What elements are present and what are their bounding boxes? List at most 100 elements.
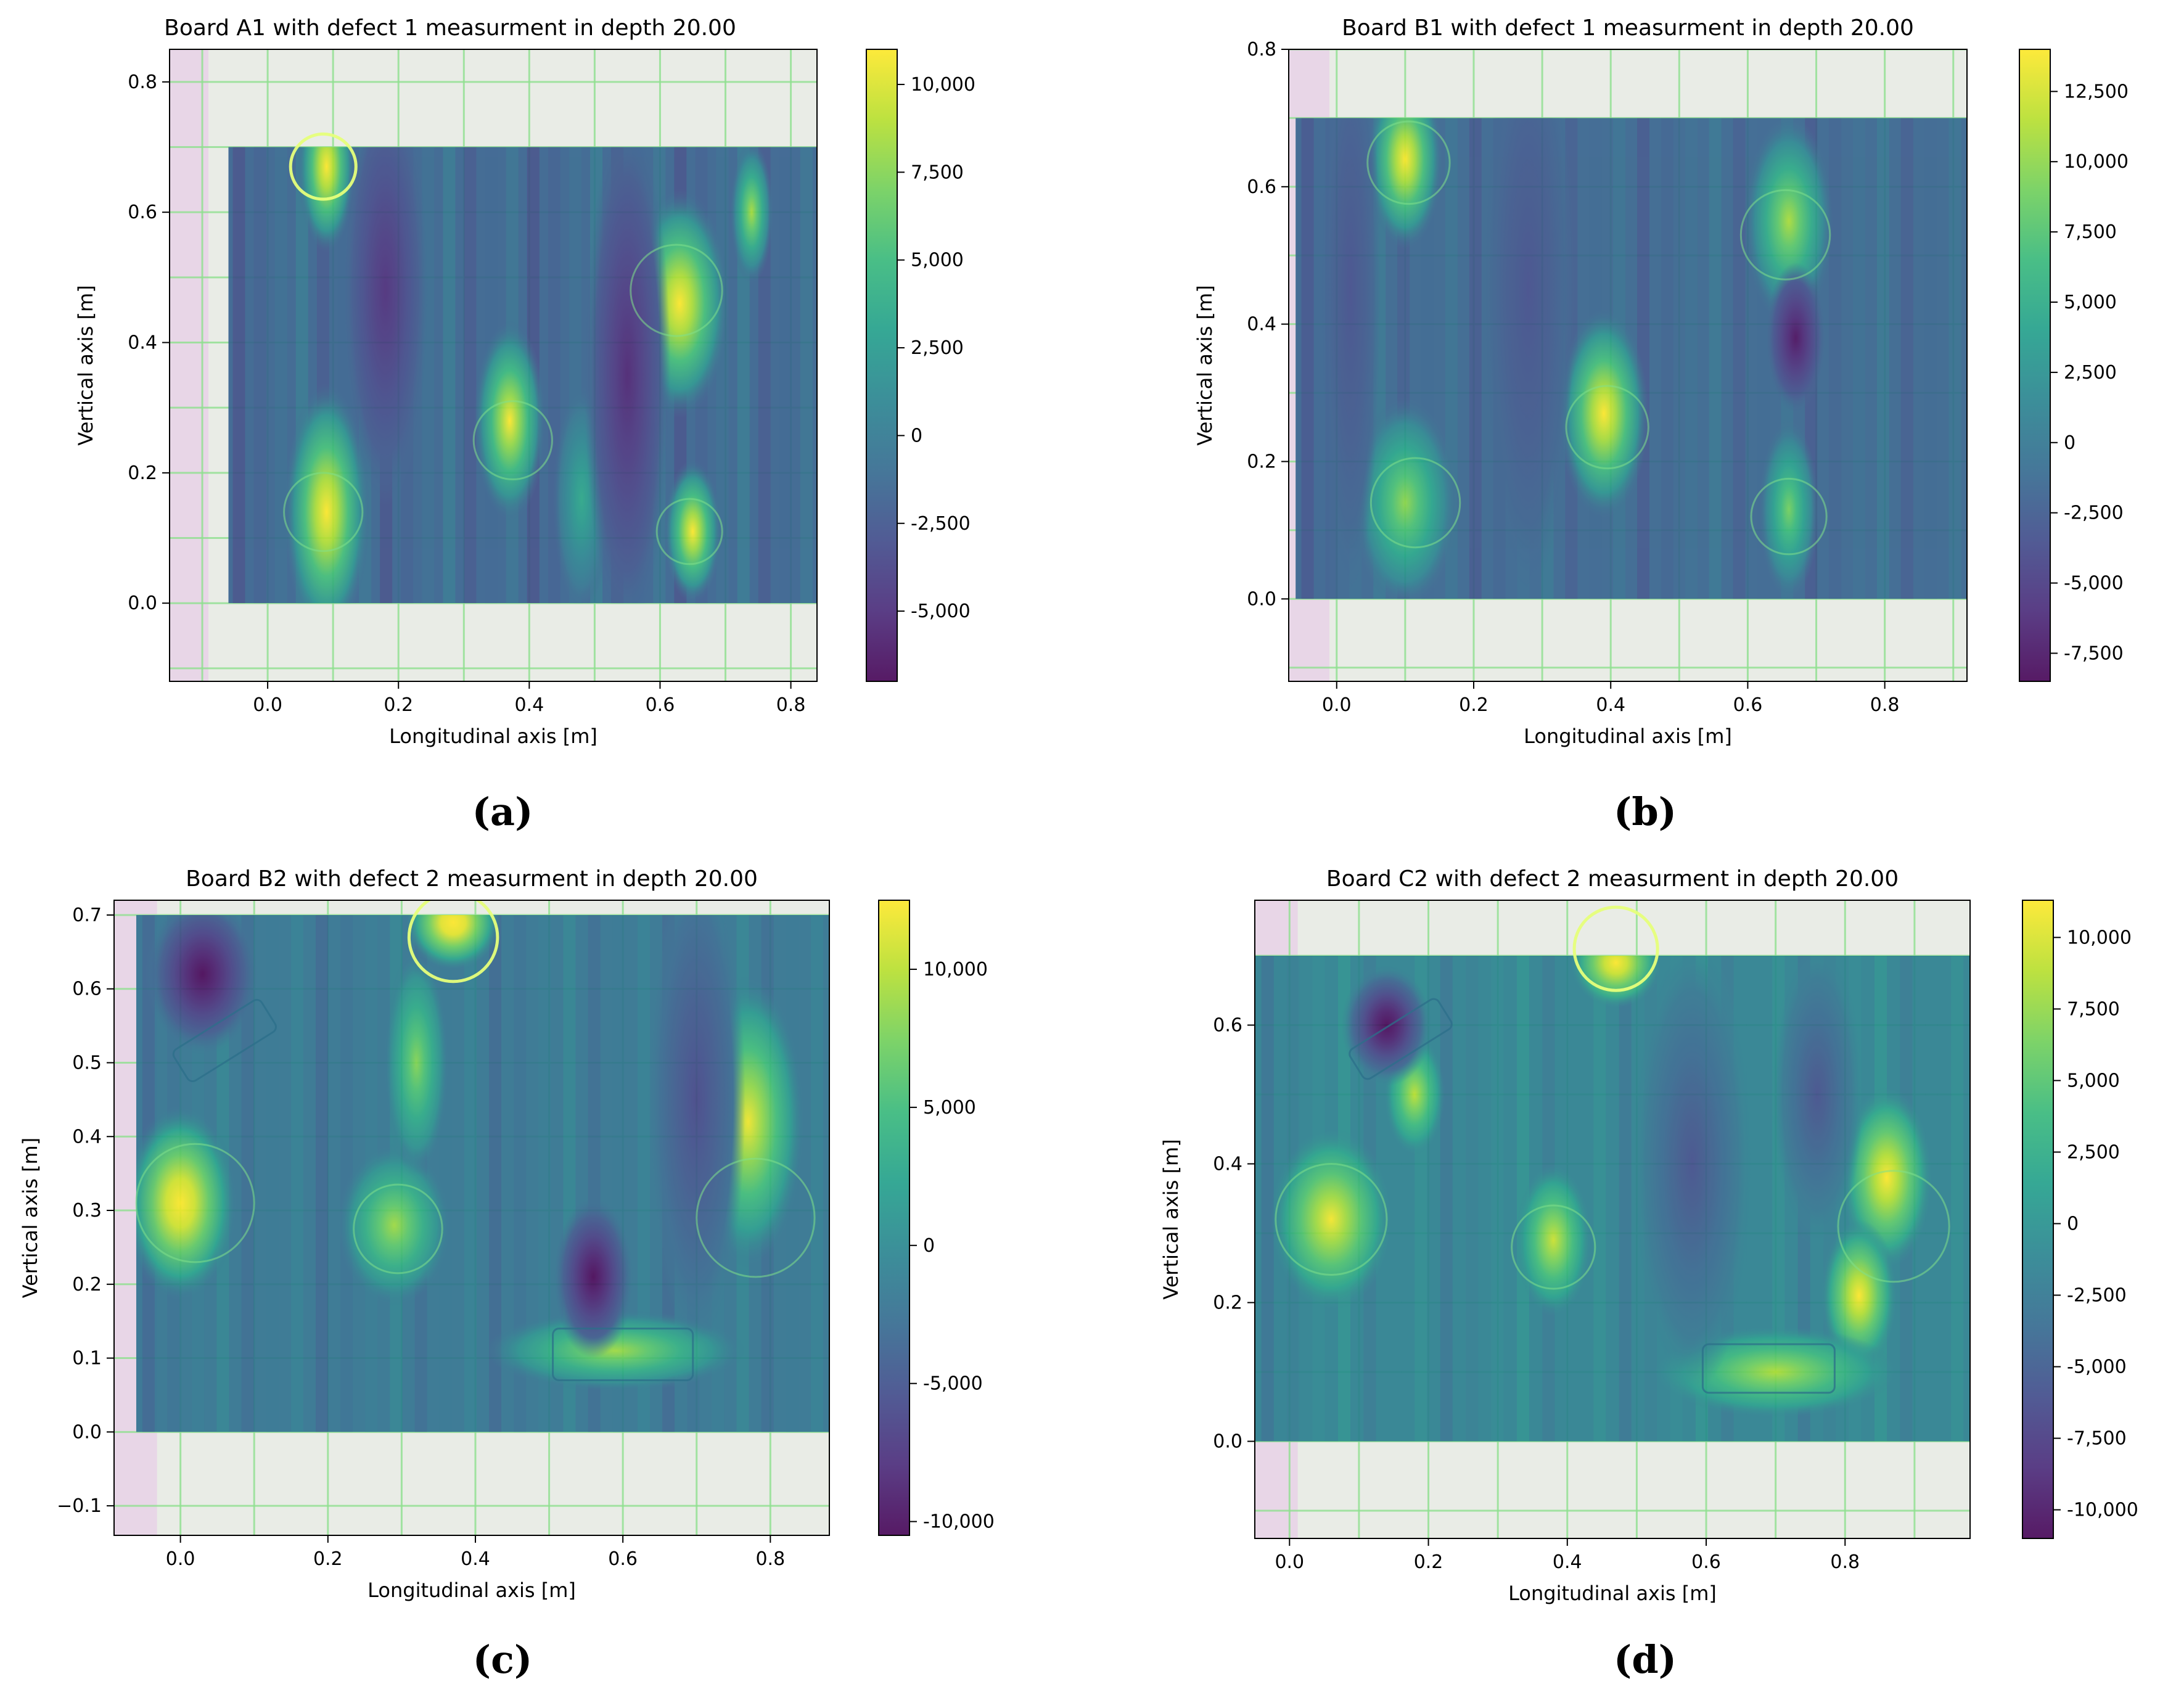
panel-d: 0.0 0.2 0.4 0.6 0.8 0.0 0.2 0.4 0.6 Longitudinal … <box>1159 866 2138 1605</box>
heatmap-streak <box>464 147 477 604</box>
defect-circle-marker <box>353 1183 443 1275</box>
y-tick-label: 0.5 <box>72 1052 102 1074</box>
heatmap-blob <box>647 914 745 1344</box>
heatmap-streak <box>241 914 254 1432</box>
colorbar-tick-label: 2,500 <box>2067 1141 2120 1163</box>
x-tick-label: 0.2 <box>1414 1551 1443 1573</box>
heatmap-streak <box>1924 118 1937 599</box>
colorbar-tick-label: 7,500 <box>2064 221 2117 243</box>
x-tick-label: 0.8 <box>1870 694 1900 716</box>
x-axis-label: Longitudinal axis [m] <box>367 1579 576 1602</box>
plot-area <box>114 900 829 1535</box>
y-tick-label: 0.6 <box>72 979 102 1000</box>
heatmap-streak <box>1619 956 1632 1442</box>
colorbar-tick-label: 10,000 <box>2067 927 2132 948</box>
heatmap-blob <box>283 383 370 604</box>
heatmap-streak <box>1746 956 1759 1442</box>
defect-rect-marker <box>552 1328 694 1381</box>
heatmap-streak <box>266 914 279 1432</box>
heatmap-streak <box>1491 956 1504 1442</box>
plot-area <box>170 49 817 681</box>
heatmap-streak <box>253 147 266 604</box>
defect-circle-marker <box>135 1143 255 1263</box>
x-tick-label: 0.6 <box>1691 1551 1721 1573</box>
colorbar-tick-label: 0 <box>923 1235 935 1257</box>
y-tick-label: 0.3 <box>72 1200 102 1221</box>
heatmap-streak <box>1925 956 1938 1442</box>
y-tick-label: 0.8 <box>128 72 157 93</box>
heatmap <box>136 914 829 1432</box>
colorbar <box>2019 49 2050 681</box>
colorbar <box>879 900 909 1535</box>
x-tick-label: 0.6 <box>646 694 675 716</box>
heatmap-streak <box>1685 118 1698 599</box>
heatmap-blob <box>146 914 260 1056</box>
defect-circle-marker <box>283 472 364 552</box>
colorbar-tick-label: 2,500 <box>2064 362 2117 384</box>
heatmap-blob <box>136 1106 237 1301</box>
colorbar-tick-label: 0 <box>911 425 922 446</box>
x-tick-label: 0.8 <box>755 1548 785 1570</box>
heatmap-blob <box>384 949 449 1176</box>
colorbar-tick-label: -5,000 <box>2067 1357 2127 1378</box>
heatmap-blob <box>729 147 773 284</box>
axes-frame <box>113 900 830 1536</box>
heatmap-blob <box>1631 956 1754 1393</box>
colorbar <box>866 49 897 681</box>
heatmap-blob <box>1320 118 1381 593</box>
y-tick-label: −0.1 <box>57 1495 102 1517</box>
heatmap-streak <box>1593 956 1606 1442</box>
colorbar-tick-label: 5,000 <box>2064 292 2117 313</box>
heatmap-streak <box>232 147 245 604</box>
colorbar-frame <box>2019 49 2051 682</box>
defect-rect-marker <box>1701 1343 1836 1394</box>
heatmap-streak <box>1733 118 1746 599</box>
y-tick-label: 0.2 <box>72 1274 102 1295</box>
heatmap-blob <box>1515 1164 1592 1316</box>
heatmap-streak <box>514 914 527 1432</box>
heatmap-blob <box>584 147 671 604</box>
y-axis-label: Vertical axis [m] <box>1159 1139 1183 1299</box>
heatmap-blob <box>552 1196 634 1358</box>
x-tick-label: 0.6 <box>1733 694 1763 716</box>
defect-circle-marker <box>407 900 499 983</box>
colorbar-tick-label: -5,000 <box>2064 573 2124 594</box>
heatmap-streak <box>779 147 792 604</box>
x-tick-label: 0.2 <box>384 694 413 716</box>
x-tick-label: 0.4 <box>1596 694 1625 716</box>
x-tick-label: 0.4 <box>514 694 544 716</box>
heatmap-blob <box>1483 118 1574 593</box>
caption-d: (d) <box>1613 1637 1677 1682</box>
x-tick-label: 0.0 <box>1275 1551 1304 1573</box>
heatmap-streak <box>637 914 650 1432</box>
chart-title: Board B1 with defect 1 measurment in dep… <box>1342 15 1914 41</box>
defect-circle-marker <box>1565 385 1649 470</box>
heatmap-streak <box>1853 118 1865 599</box>
plot-area <box>1289 49 1967 681</box>
heatmap-streak <box>1948 118 1961 599</box>
heatmap-streak <box>340 914 353 1432</box>
x-axis-label: Longitudinal axis [m] <box>389 725 597 748</box>
defect-circle-marker <box>630 244 723 337</box>
panel-b: 0.0 0.2 0.4 0.6 0.8 0.0 0.2 0.4 0.6 0.8 Longitudin… <box>1193 15 2129 748</box>
heatmap-streak <box>800 147 813 604</box>
x-tick-label: 0.6 <box>608 1548 638 1570</box>
heatmap-blob <box>1558 307 1649 520</box>
colorbar-tick-label: 7,500 <box>2067 998 2120 1020</box>
x-tick-label: 0.2 <box>1459 694 1488 716</box>
heatmap-streak <box>810 914 823 1432</box>
heatmap-streak <box>1709 118 1722 599</box>
y-tick-label: 0.0 <box>1213 1431 1242 1453</box>
heatmap-blob <box>485 1310 745 1392</box>
colorbar-frame <box>878 900 910 1536</box>
panel-c: 0.0 0.2 0.4 0.6 0.8 −0.1 0.0 0.1 0.2 0.3 0.4 0.5 0.6… <box>18 866 995 1602</box>
heatmap <box>228 147 817 604</box>
x-tick-label: 0.0 <box>253 694 282 716</box>
heatmap-streak <box>1301 118 1314 599</box>
colorbar-tick-label: -10,000 <box>2067 1500 2138 1521</box>
y-axis-label: Vertical axis [m] <box>74 285 97 445</box>
colorbar-tick-label: -2,500 <box>2067 1284 2127 1306</box>
heatmap-streak <box>1466 956 1479 1442</box>
heatmap-blob <box>342 147 429 506</box>
heatmap-blob <box>404 914 503 971</box>
